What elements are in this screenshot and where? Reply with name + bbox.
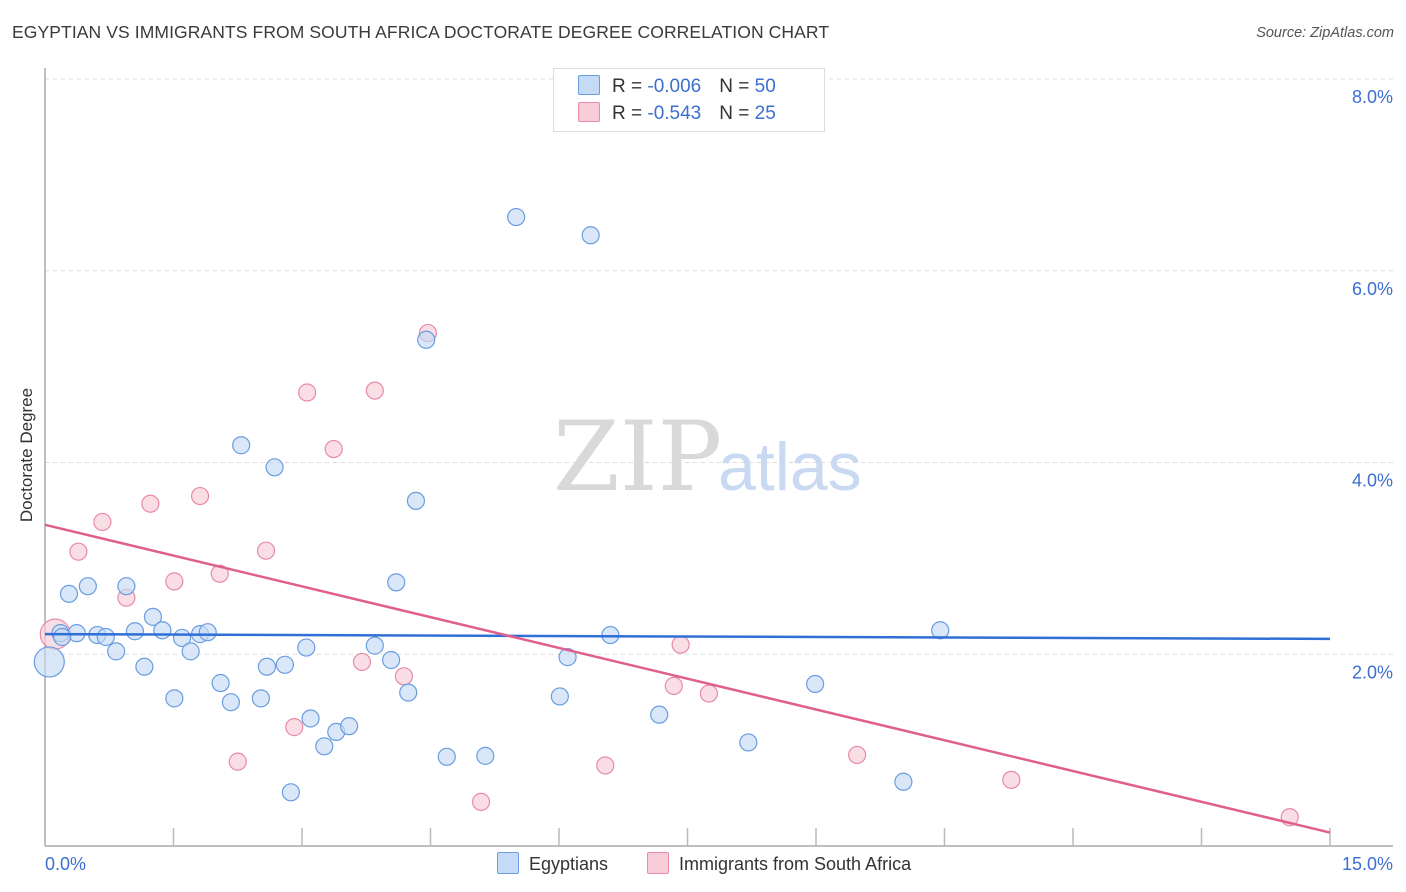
n-label: N = (719, 103, 755, 124)
data-point-immigrants (69, 542, 88, 561)
data-point-immigrants (228, 752, 247, 771)
data-point-egyptians (387, 573, 406, 592)
data-point-egyptians (59, 584, 79, 603)
data-point-egyptians (406, 491, 426, 510)
data-point-egyptians (281, 783, 300, 802)
data-point-immigrants (848, 745, 867, 765)
legend-row-immigrants: R = -0.543 N = 25 (578, 102, 776, 125)
correlation-legend: R = -0.006 N = 50 R = -0.543 N = 25 (553, 68, 825, 132)
data-point-egyptians (437, 747, 456, 766)
data-point-egyptians (78, 577, 97, 596)
watermark-zip: ZIP (553, 401, 722, 513)
data-point-egyptians (165, 689, 184, 708)
data-point-egyptians (381, 650, 401, 670)
data-point-egyptians (894, 772, 913, 791)
data-point-egyptians (581, 226, 600, 245)
data-point-egyptians (117, 577, 136, 596)
trend-line-egyptians (44, 632, 1331, 641)
data-point-immigrants (394, 667, 414, 686)
data-point-egyptians (399, 683, 418, 702)
r-value: -0.006 (647, 76, 702, 97)
n-value: 50 (754, 76, 776, 97)
y-tick-label: 6.0% (1352, 279, 1393, 299)
blue-swatch-icon (578, 75, 600, 95)
blue-swatch-icon (497, 852, 519, 874)
data-point-egyptians (558, 648, 577, 667)
pink-swatch-icon (647, 852, 669, 874)
data-point-egyptians (340, 717, 359, 736)
y-tick-label: 2.0% (1352, 662, 1393, 682)
data-point-immigrants (324, 439, 343, 459)
legend-label: Egyptians (529, 854, 609, 874)
y-tick-label: 8.0% (1352, 87, 1393, 107)
r-label: R = (612, 103, 648, 124)
data-point-immigrants (1002, 770, 1021, 789)
data-point-egyptians (297, 638, 316, 657)
data-point-egyptians (275, 655, 294, 674)
data-point-egyptians (143, 607, 163, 626)
data-point-immigrants (141, 494, 160, 513)
data-point-egyptians (476, 746, 495, 765)
data-point-immigrants (285, 718, 304, 737)
data-point-egyptians (650, 705, 669, 724)
data-point-immigrants (471, 792, 491, 811)
data-point-egyptians (739, 733, 758, 752)
data-point-egyptians (550, 687, 569, 706)
chart-title: EGYPTIAN VS IMMIGRANTS FROM SOUTH AFRICA… (12, 22, 830, 42)
trend-line-immigrants (44, 523, 1331, 834)
data-point-immigrants (699, 684, 719, 703)
watermark-atlas: atlas (718, 429, 862, 505)
data-point-immigrants (210, 564, 229, 583)
data-point-egyptians (221, 693, 240, 712)
data-point-immigrants (365, 381, 384, 400)
x-tick-label: 0.0% (45, 854, 86, 874)
source-label: Source: ZipAtlas.com (1256, 25, 1394, 41)
y-axis-label: Doctorate Degree (17, 387, 36, 523)
bottom-legend-immigrants: Immigrants from South Africa (647, 852, 911, 875)
data-point-immigrants (190, 486, 210, 506)
data-point-immigrants (671, 635, 690, 654)
data-point-egyptians (125, 622, 145, 641)
legend-label: Immigrants from South Africa (679, 854, 912, 874)
data-point-egyptians (265, 458, 284, 477)
data-point-egyptians (806, 674, 825, 694)
data-point-immigrants (664, 676, 683, 695)
r-label: R = (612, 76, 648, 97)
data-point-egyptians (232, 436, 251, 455)
data-point-egyptians (135, 657, 154, 676)
data-point-egyptians (96, 627, 115, 647)
data-point-egyptians (417, 330, 436, 349)
data-point-egyptians (107, 642, 126, 661)
data-point-egyptians (181, 642, 200, 661)
y-tick-label: 4.0% (1352, 471, 1393, 491)
data-point-egyptians (33, 646, 65, 678)
n-value: 25 (754, 103, 776, 124)
data-point-egyptians (251, 689, 270, 708)
n-label: N = (719, 76, 755, 97)
legend-row-egyptians: R = -0.006 N = 50 (578, 75, 776, 98)
data-point-egyptians (211, 673, 230, 693)
data-point-immigrants (298, 383, 317, 402)
r-value: -0.543 (647, 103, 702, 124)
data-point-immigrants (596, 756, 615, 775)
bottom-legend-egyptians: Egyptians (497, 852, 608, 875)
data-point-egyptians (301, 709, 320, 728)
data-point-egyptians (315, 737, 334, 756)
data-point-egyptians (198, 623, 217, 642)
data-point-egyptians (931, 621, 950, 640)
data-point-egyptians (53, 627, 72, 647)
data-point-immigrants (256, 541, 276, 560)
data-point-immigrants (352, 652, 372, 672)
data-point-egyptians (257, 657, 276, 676)
pink-swatch-icon (578, 102, 600, 122)
data-point-immigrants (165, 572, 184, 591)
data-point-egyptians (153, 621, 172, 640)
x-tick-label: 15.0% (1342, 854, 1393, 874)
data-point-egyptians (365, 636, 384, 655)
data-point-immigrants (93, 512, 112, 532)
data-point-egyptians (507, 207, 526, 227)
